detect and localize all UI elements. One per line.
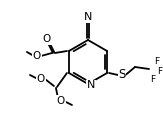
Text: F: F <box>157 67 163 75</box>
Text: O: O <box>43 34 51 44</box>
Text: S: S <box>118 68 126 82</box>
Text: O: O <box>57 96 65 106</box>
Text: O: O <box>33 51 41 61</box>
Text: F: F <box>155 57 160 66</box>
Text: N: N <box>87 81 95 91</box>
Text: F: F <box>150 75 156 84</box>
Text: O: O <box>37 74 45 84</box>
Text: N: N <box>84 12 92 22</box>
